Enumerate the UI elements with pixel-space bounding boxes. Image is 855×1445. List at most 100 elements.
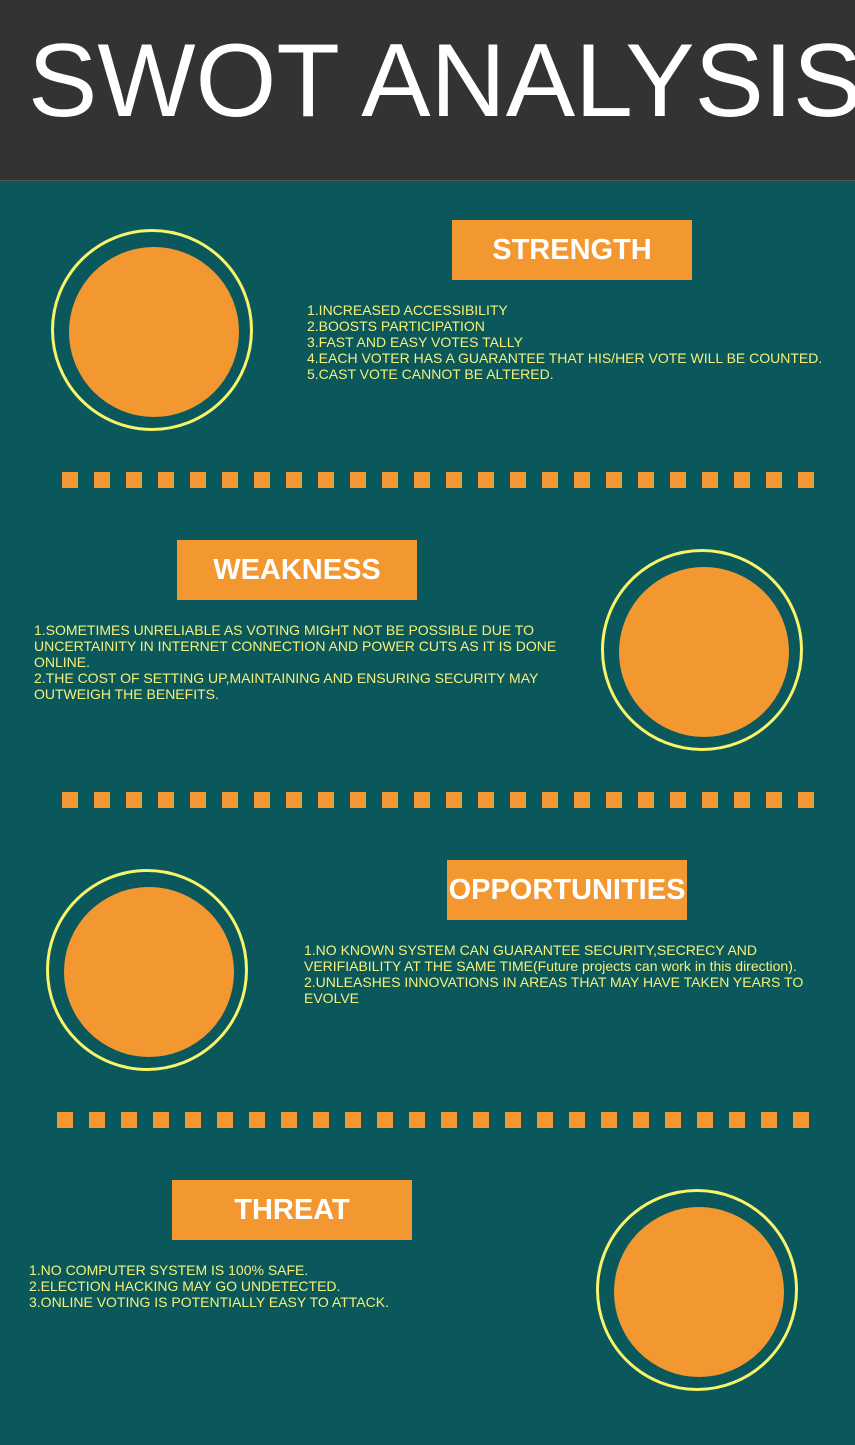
divider-square — [313, 1112, 329, 1128]
divider-square — [574, 472, 590, 488]
divider-square — [126, 792, 142, 808]
divider-square — [414, 792, 430, 808]
opportunities-circle-fill — [64, 887, 234, 1057]
divider-square — [473, 1112, 489, 1128]
list-item: 3.ONLINE VOTING IS POTENTIALLY EASY TO A… — [29, 1294, 389, 1310]
divider-square — [670, 792, 686, 808]
divider-square — [734, 792, 750, 808]
page-title: SWOT ANALYSIS — [28, 23, 855, 139]
threat-circle — [596, 1189, 798, 1391]
weakness-heading: WEAKNESS — [177, 540, 417, 600]
list-item: 2.ELECTION HACKING MAY GO UNDETECTED. — [29, 1278, 341, 1294]
divider-square — [286, 472, 302, 488]
divider-square — [377, 1112, 393, 1128]
divider-square — [62, 472, 78, 488]
divider-square — [478, 792, 494, 808]
divider-square — [414, 472, 430, 488]
strength-circle-fill — [69, 247, 239, 417]
divider-square — [633, 1112, 649, 1128]
divider-square — [345, 1112, 361, 1128]
opportunities-heading: OPPORTUNITIES — [447, 860, 687, 920]
strength-circle — [51, 229, 253, 431]
list-item: 1.INCREASED ACCESSIBILITY — [307, 302, 508, 318]
list-item: 5.CAST VOTE CANNOT BE ALTERED. — [307, 366, 554, 382]
divider-square — [766, 792, 782, 808]
divider-square — [382, 472, 398, 488]
divider-square — [185, 1112, 201, 1128]
divider-square — [126, 472, 142, 488]
divider-square — [697, 1112, 713, 1128]
divider-square — [190, 472, 206, 488]
divider-square — [510, 472, 526, 488]
divider-square — [542, 472, 558, 488]
list-item: 2.BOOSTS PARTICIPATION — [307, 318, 485, 334]
divider-square — [89, 1112, 105, 1128]
list-item: 1.NO COMPUTER SYSTEM IS 100% SAFE. — [29, 1262, 309, 1278]
list-item: 2.UNLEASHES INNOVATIONS IN AREAS THAT MA… — [304, 974, 804, 1006]
divider-square — [761, 1112, 777, 1128]
strength-heading: STRENGTH — [452, 220, 692, 280]
divider-square — [158, 792, 174, 808]
divider-square — [734, 472, 750, 488]
divider-square — [574, 792, 590, 808]
divider-square — [670, 472, 686, 488]
divider-square — [729, 1112, 745, 1128]
divider-square — [350, 472, 366, 488]
opportunities-list: 1.NO KNOWN SYSTEM CAN GUARANTEE SECURITY… — [304, 942, 834, 1006]
threat-circle-fill — [614, 1207, 784, 1377]
divider-square — [798, 472, 814, 488]
divider-square — [409, 1112, 425, 1128]
divider-square — [606, 792, 622, 808]
divider-square — [57, 1112, 73, 1128]
divider — [57, 1112, 809, 1128]
divider-square — [446, 472, 462, 488]
divider-square — [542, 792, 558, 808]
divider-square — [281, 1112, 297, 1128]
divider-square — [190, 792, 206, 808]
divider-square — [793, 1112, 809, 1128]
divider — [62, 792, 814, 808]
list-item: 1.NO KNOWN SYSTEM CAN GUARANTEE SECURITY… — [304, 942, 797, 974]
divider-square — [537, 1112, 553, 1128]
divider-square — [446, 792, 462, 808]
divider-square — [62, 792, 78, 808]
list-item: 3.FAST AND EASY VOTES TALLY — [307, 334, 523, 350]
divider-square — [702, 792, 718, 808]
divider-square — [766, 472, 782, 488]
divider-square — [254, 472, 270, 488]
divider-square — [254, 792, 270, 808]
threat-list: 1.NO COMPUTER SYSTEM IS 100% SAFE. 2.ELE… — [29, 1262, 549, 1310]
threat-heading: THREAT — [172, 1180, 412, 1240]
header-bar: SWOT ANALYSIS — [0, 0, 855, 181]
divider-square — [94, 472, 110, 488]
divider-square — [441, 1112, 457, 1128]
divider-square — [505, 1112, 521, 1128]
divider-square — [702, 472, 718, 488]
divider-square — [665, 1112, 681, 1128]
divider-square — [382, 792, 398, 808]
weakness-list: 1.SOMETIMES UNRELIABLE AS VOTING MIGHT N… — [34, 622, 574, 702]
divider-square — [478, 472, 494, 488]
list-item: 2.THE COST OF SETTING UP,MAINTAINING AND… — [34, 670, 539, 702]
divider-square — [153, 1112, 169, 1128]
divider — [62, 472, 814, 488]
divider-square — [350, 792, 366, 808]
divider-square — [158, 472, 174, 488]
divider-square — [638, 472, 654, 488]
divider-square — [94, 792, 110, 808]
divider-square — [222, 472, 238, 488]
divider-square — [249, 1112, 265, 1128]
divider-square — [121, 1112, 137, 1128]
divider-square — [510, 792, 526, 808]
opportunities-circle — [46, 869, 248, 1071]
divider-square — [222, 792, 238, 808]
divider-square — [601, 1112, 617, 1128]
divider-square — [569, 1112, 585, 1128]
strength-list: 1.INCREASED ACCESSIBILITY 2.BOOSTS PARTI… — [307, 302, 847, 382]
divider-square — [286, 792, 302, 808]
divider-square — [798, 792, 814, 808]
divider-square — [606, 472, 622, 488]
divider-square — [638, 792, 654, 808]
divider-square — [318, 472, 334, 488]
list-item: 1.SOMETIMES UNRELIABLE AS VOTING MIGHT N… — [34, 622, 557, 670]
